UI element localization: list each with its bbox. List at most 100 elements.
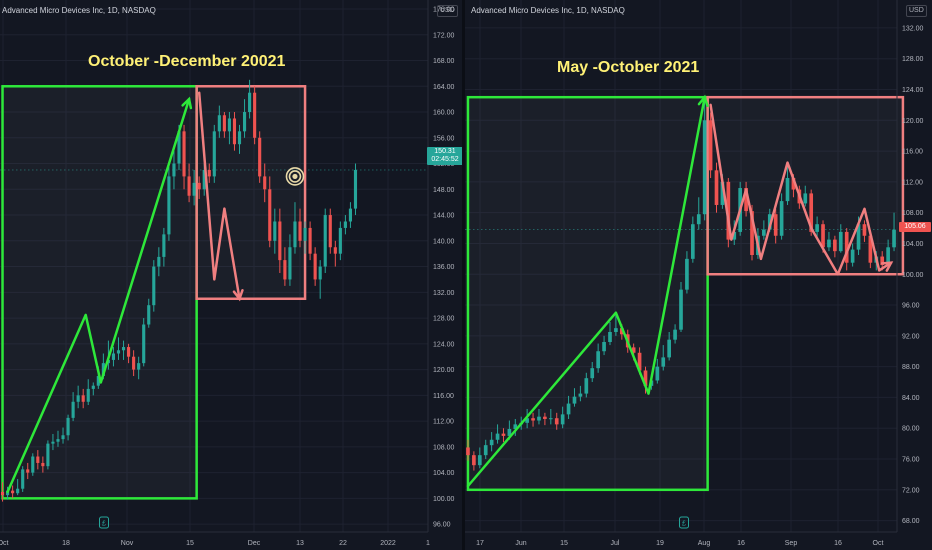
left-annotation-arrowhead bbox=[181, 96, 193, 110]
left-candle-body bbox=[36, 456, 40, 463]
right-candle-body bbox=[667, 339, 671, 358]
left-candle-body bbox=[142, 324, 146, 364]
left-candle-body bbox=[121, 347, 126, 351]
right-y-tick-label: 92.00 bbox=[902, 333, 920, 340]
left-y-tick-label: 120.00 bbox=[433, 367, 455, 374]
left-countdown-value: 02:45:52 bbox=[431, 156, 459, 163]
right-y-tick-label: 68.00 bbox=[902, 518, 920, 525]
left-earnings-icon-frame bbox=[99, 516, 109, 529]
left-candle-body bbox=[162, 234, 166, 257]
right-candle-body bbox=[572, 396, 577, 404]
right-y-tick-label: 80.00 bbox=[902, 426, 920, 433]
left-candle-body bbox=[248, 92, 252, 113]
left-y-tick-label: 140.00 bbox=[433, 238, 455, 245]
left-candle-body bbox=[323, 215, 327, 267]
right-candle-body bbox=[815, 224, 819, 232]
right-x-tick-label: 16 bbox=[834, 540, 842, 547]
panel-divider[interactable] bbox=[462, 0, 465, 550]
right-candle-body bbox=[892, 229, 896, 248]
left-candle-body bbox=[263, 176, 267, 190]
left-candle-body bbox=[31, 456, 35, 473]
right-last-price-label: 105.06 bbox=[899, 222, 931, 232]
left-candle-body bbox=[56, 439, 60, 442]
left-x-tick-label: 1 bbox=[426, 540, 430, 547]
left-candle-body bbox=[328, 215, 332, 248]
left-candle-body bbox=[318, 266, 322, 280]
left-x-tick-label: Dec bbox=[248, 540, 261, 547]
left-candle-body bbox=[353, 169, 358, 209]
left-x-tick-label: 13 bbox=[296, 540, 304, 547]
right-currency-badge[interactable]: USD bbox=[906, 5, 927, 17]
right-candle-body bbox=[477, 455, 482, 466]
left-y-tick-label: 104.00 bbox=[433, 470, 455, 477]
left-x-tick-label: Nov bbox=[121, 540, 134, 547]
left-candle-body bbox=[177, 131, 181, 164]
left-candle-body bbox=[192, 182, 196, 196]
right-y-tick-label: 112.00 bbox=[902, 179, 923, 186]
left-candle-body bbox=[61, 435, 65, 440]
left-candle-body bbox=[101, 363, 105, 377]
left-candle-body bbox=[41, 462, 45, 467]
right-candle-body bbox=[762, 229, 766, 236]
left-y-tick-label: 172.00 bbox=[433, 32, 455, 39]
left-candle-body bbox=[187, 176, 191, 196]
right-annotation-arrowhead bbox=[880, 261, 894, 272]
left-target-ring-center bbox=[292, 173, 298, 180]
left-chart-panel[interactable]: 96.00 100.00 104.00 108.00 112.00 116.00 120.0… bbox=[0, 0, 463, 550]
right-x-tick-label: Oct bbox=[873, 540, 884, 547]
left-currency-badge[interactable]: USD bbox=[437, 5, 458, 17]
left-candle-body bbox=[202, 169, 206, 190]
right-candle-body bbox=[466, 447, 470, 456]
left-x-tick-label: 15 bbox=[186, 540, 194, 547]
right-candle-body bbox=[821, 224, 825, 248]
right-y-tick-label: 128.00 bbox=[902, 56, 924, 63]
right-candle-body bbox=[679, 289, 683, 330]
right-candle-body bbox=[495, 433, 500, 440]
right-candle-body bbox=[619, 328, 624, 335]
left-x-tick-label: 2022 bbox=[380, 540, 396, 547]
left-x-tick-label: Oct bbox=[0, 540, 8, 547]
right-candle-body bbox=[868, 235, 873, 263]
left-candle-body bbox=[96, 376, 100, 386]
left-candle-body bbox=[81, 395, 85, 402]
right-candle-body bbox=[543, 416, 547, 419]
right-annotation-rectangle bbox=[466, 95, 709, 492]
left-annotation-rectangle bbox=[195, 85, 307, 301]
right-x-tick-label: 19 bbox=[656, 540, 664, 547]
left-candle-body bbox=[293, 221, 297, 248]
right-candle-body bbox=[637, 352, 642, 371]
left-candle-body bbox=[207, 169, 211, 177]
right-candle-body bbox=[850, 249, 855, 263]
right-chart-symbol-header: Advanced Micro Devices Inc, 1D, NASDAQ bbox=[471, 6, 625, 15]
left-candle-body bbox=[152, 266, 156, 306]
left-candle-body bbox=[253, 92, 257, 138]
right-candle-body bbox=[685, 258, 689, 290]
right-y-tick-label: 116.00 bbox=[902, 149, 923, 156]
right-candle-body bbox=[702, 120, 707, 215]
left-candle-body bbox=[278, 221, 282, 261]
right-candle-body bbox=[803, 193, 808, 204]
left-y-tick-label: 128.00 bbox=[433, 316, 455, 323]
right-chart-panel[interactable]: 68.00 72.00 76.00 80.00 84.00 88.00 92.00 96.00… bbox=[465, 0, 932, 550]
left-candle-body bbox=[51, 441, 55, 444]
right-x-tick-label: 15 bbox=[560, 540, 568, 547]
right-candle-body bbox=[726, 181, 731, 240]
left-candle-body bbox=[0, 491, 5, 496]
right-candle-body bbox=[708, 120, 713, 171]
right-candle-body bbox=[501, 433, 506, 436]
left-candle-body bbox=[273, 221, 277, 241]
right-annotation-trendline bbox=[466, 95, 706, 488]
right-y-tick-label: 100.00 bbox=[902, 272, 924, 279]
right-candle-body bbox=[833, 239, 837, 252]
left-candle-body bbox=[182, 131, 186, 177]
right-candle-body bbox=[779, 201, 784, 236]
right-candle-body bbox=[862, 224, 867, 236]
right-annotation-rectangle bbox=[706, 95, 905, 276]
left-candlestick-chart[interactable]: 96.00 100.00 104.00 108.00 112.00 116.00 120.0… bbox=[0, 0, 462, 550]
left-y-tick-label: 132.00 bbox=[433, 290, 455, 297]
right-x-tick-label: 17 bbox=[476, 540, 484, 547]
right-annotation-trendline bbox=[709, 103, 893, 276]
right-candlestick-chart[interactable]: 68.00 72.00 76.00 80.00 84.00 88.00 92.00 96.00… bbox=[465, 0, 932, 550]
left-candle-body bbox=[172, 163, 176, 177]
left-candle-body bbox=[232, 118, 237, 145]
